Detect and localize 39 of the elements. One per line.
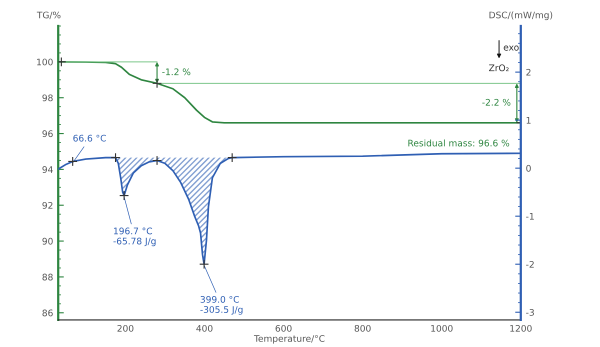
point <box>58 56 66 67</box>
y-tick-label: 88 <box>42 274 53 280</box>
annotation: 399.0 °C -305.5 J/g <box>200 296 243 315</box>
point <box>152 156 162 166</box>
y2-axis-title: DSC/(mW/mg) <box>490 11 552 20</box>
x-tick-label: 200 <box>117 324 134 332</box>
point <box>152 78 162 88</box>
y-tick-label: 92 <box>42 202 52 209</box>
annotation: -2.2 % <box>482 98 510 106</box>
x-axis-title: Temperature/°C <box>254 335 325 344</box>
annotation: exo <box>504 46 519 51</box>
y2-tick-label: -3 <box>526 308 534 316</box>
annotation: Residual mass: 96.6 % <box>408 139 510 146</box>
x-tick-label: 1200 <box>510 324 532 332</box>
point <box>227 152 238 163</box>
annotation: -1.2 % <box>162 68 190 76</box>
y-tick-label: 96 <box>42 130 53 138</box>
x-tick-label: 1000 <box>431 324 453 332</box>
point <box>68 156 78 166</box>
y2-tick-label: -2 <box>526 260 534 268</box>
x-tick-label: 400 <box>196 324 213 332</box>
annotation: 66.6 °C <box>73 134 106 142</box>
annotation: 196.7 °C -65.78 J/g <box>113 228 156 246</box>
y-tick-label: 90 <box>42 238 53 245</box>
y-tick-label: 94 <box>42 166 53 173</box>
y-axis-title: TG/% <box>36 12 61 20</box>
annotation: ZrO₂ <box>489 64 509 72</box>
y2-tick-label: -1 <box>526 213 534 220</box>
point <box>119 190 130 200</box>
y-tick-label: 98 <box>42 94 53 102</box>
y2-tick-label: 2 <box>526 68 530 76</box>
y2-tick-label: 0 <box>526 164 531 172</box>
y-tick-label: 100 <box>37 58 53 66</box>
point <box>199 259 210 270</box>
y-tick-label: 86 <box>42 309 53 316</box>
point <box>110 152 120 163</box>
y2-tick-label: 1 <box>526 117 531 124</box>
x-tick-label: 800 <box>354 324 371 332</box>
x-tick-label: 600 <box>276 324 292 332</box>
